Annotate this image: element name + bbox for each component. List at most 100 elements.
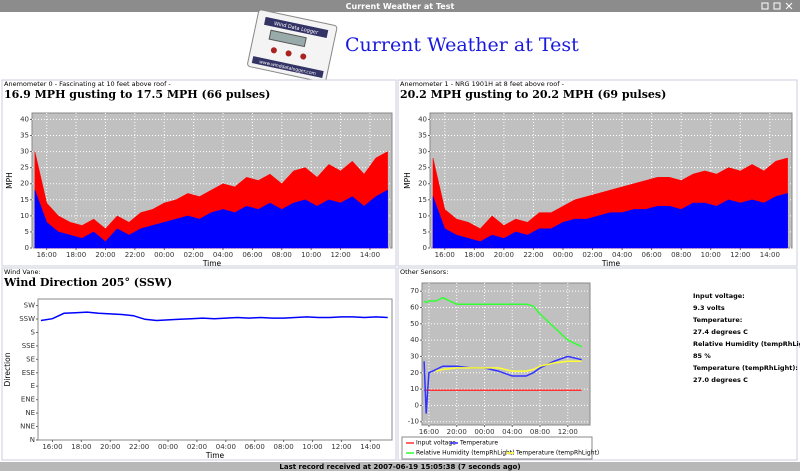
y-tick-label: S xyxy=(31,328,36,336)
panel-heading: 16.9 MPH gusting to 17.5 MPH (66 pulses) xyxy=(4,88,270,101)
y-tick-label: 15 xyxy=(418,196,427,204)
x-tick-label: 20:00 xyxy=(100,443,120,451)
y-tick-label: SW xyxy=(24,302,35,310)
x-tick-label: 08:00 xyxy=(274,443,294,451)
x-tick-label: 12:00 xyxy=(730,251,750,259)
series-line xyxy=(40,311,388,322)
y-axis-title: MPH xyxy=(5,172,14,189)
x-tick-label: 18:00 xyxy=(464,251,484,259)
logo-banner xyxy=(264,16,329,39)
legend-label: Relative Humidity (tempRhLight) xyxy=(416,450,515,457)
x-tick-label: 20:00 xyxy=(494,251,514,259)
x-tick-label: 08:00 xyxy=(671,251,691,259)
y-tick-label: 35 xyxy=(20,132,29,140)
reading-name: Input voltage: xyxy=(693,292,745,300)
logo-footer xyxy=(251,56,324,78)
x-tick-label: 12:00 xyxy=(558,428,578,436)
x-tick-label: 16:00 xyxy=(419,428,439,436)
y-tick-label: 10 xyxy=(20,212,29,220)
x-tick-label: 08:00 xyxy=(530,428,550,436)
y-tick-label: 40 xyxy=(410,336,419,344)
legend-label: Input voltage xyxy=(416,440,456,447)
y-tick-label: ENE xyxy=(21,396,35,404)
x-tick-label: 12:00 xyxy=(330,251,350,259)
x-tick-label: 14:00 xyxy=(360,443,380,451)
y-tick-label: SSE xyxy=(22,342,35,350)
y-tick-label: 25 xyxy=(418,164,427,172)
y-tick-label: 25 xyxy=(20,164,29,172)
x-tick-label: 10:00 xyxy=(701,251,721,259)
y-tick-label: 30 xyxy=(20,148,29,156)
series-area xyxy=(432,193,788,249)
y-tick-label: 15 xyxy=(20,196,29,204)
logo-knob xyxy=(285,50,292,57)
reading-value: 9.3 volts xyxy=(693,304,725,312)
y-tick-label: 20 xyxy=(410,369,419,377)
window-title: Current Weather at Test xyxy=(346,2,455,11)
minimize-button[interactable] xyxy=(761,2,769,10)
y-tick-label: 20 xyxy=(20,180,29,188)
x-tick-label: 04:00 xyxy=(213,251,233,259)
panel-label: Wind Vane: xyxy=(4,268,41,276)
panel-label: Anemometer 0 - Fascinating at 10 feet ab… xyxy=(4,80,171,88)
y-tick-label: 10 xyxy=(418,212,427,220)
x-tick-label: 10:00 xyxy=(301,251,321,259)
x-tick-label: 10:00 xyxy=(302,443,322,451)
panel-heading: Wind Direction 205° (SSW) xyxy=(3,276,172,289)
y-axis-title: Direction xyxy=(3,352,12,386)
y-tick-label: 40 xyxy=(418,115,427,123)
x-tick-label: 02:00 xyxy=(187,443,207,451)
y-tick-label: 60 xyxy=(410,303,419,311)
x-tick-label: 04:00 xyxy=(502,428,522,436)
x-axis-title: Time xyxy=(205,451,225,460)
x-tick-label: 16:00 xyxy=(37,251,57,259)
x-tick-label: 04:00 xyxy=(612,251,632,259)
logo-knob xyxy=(270,47,277,54)
reading-name: Relative Humidity (tempRhLight): xyxy=(693,340,800,348)
x-tick-label: 06:00 xyxy=(242,251,262,259)
reading-name: Temperature: xyxy=(693,316,742,324)
x-tick-label: 22:00 xyxy=(125,251,145,259)
y-tick-label: 50 xyxy=(410,320,419,328)
x-tick-label: 06:00 xyxy=(245,443,265,451)
legend-label: Temperature (tempRhLight) xyxy=(515,450,599,457)
x-tick-label: 00:00 xyxy=(158,443,178,451)
x-tick-label: 04:00 xyxy=(216,443,236,451)
y-tick-label: 0 xyxy=(25,244,29,252)
y-tick-label: SSW xyxy=(19,315,35,323)
plot-area xyxy=(37,298,393,441)
reading-value: 27.0 degrees C xyxy=(693,376,748,384)
x-tick-label: 18:00 xyxy=(71,443,91,451)
reading-value: 27.4 degrees C xyxy=(693,328,748,336)
logo-knob xyxy=(300,53,307,60)
x-tick-label: 02:00 xyxy=(184,251,204,259)
y-tick-label: 40 xyxy=(20,115,29,123)
series-area xyxy=(34,189,388,249)
y-tick-label: SE xyxy=(26,355,35,363)
x-tick-label: 22:00 xyxy=(129,443,149,451)
y-tick-label: 5 xyxy=(25,228,29,236)
x-tick-label: 00:00 xyxy=(553,251,573,259)
x-tick-label: 14:00 xyxy=(760,251,780,259)
x-tick-label: 16:00 xyxy=(42,443,62,451)
reading-name: Temperature (tempRhLight): xyxy=(693,364,798,372)
x-tick-label: 12:00 xyxy=(331,443,351,451)
legend xyxy=(401,436,593,460)
y-tick-label: ESE xyxy=(22,369,35,377)
window-controls[interactable] xyxy=(761,2,793,10)
panel-label: Other Sensors: xyxy=(400,268,448,276)
y-axis-title: MPH xyxy=(403,172,412,189)
y-tick-label: 35 xyxy=(418,132,427,140)
legend-label: Temperature xyxy=(459,440,498,447)
x-tick-label: 18:00 xyxy=(66,251,86,259)
plot-area xyxy=(421,282,591,426)
maximize-button[interactable] xyxy=(773,2,781,10)
x-tick-label: 14:00 xyxy=(360,251,380,259)
panel-heading: 20.2 MPH gusting to 20.2 MPH (69 pulses) xyxy=(400,88,666,101)
y-tick-label: 5 xyxy=(423,228,427,236)
y-tick-label: NNE xyxy=(20,423,35,431)
close-button[interactable] xyxy=(785,2,793,10)
x-tick-label: 08:00 xyxy=(272,251,292,259)
x-tick-label: 00:00 xyxy=(474,428,494,436)
